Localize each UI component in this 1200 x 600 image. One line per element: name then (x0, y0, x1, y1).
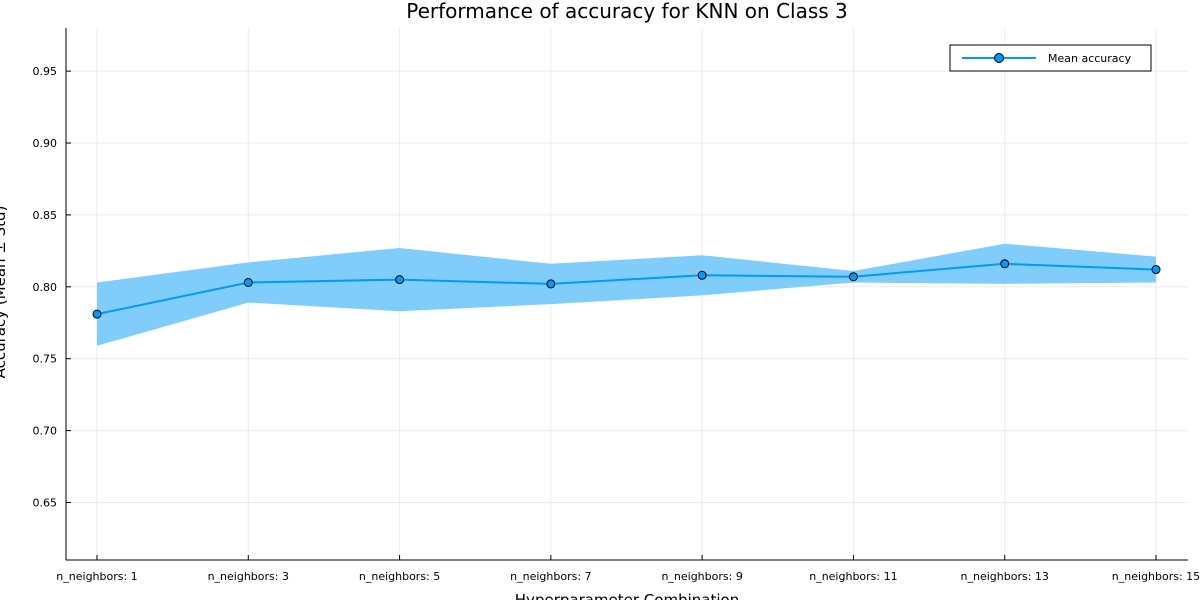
legend: Mean accuracy (949, 44, 1152, 72)
data-point (546, 279, 556, 289)
y-tick-label: 0.90 (33, 137, 58, 150)
data-point (848, 272, 858, 282)
y-axis-title: Accuracy (Mean ± Std) (0, 206, 9, 379)
axes (65, 28, 1188, 561)
x-tick-label: n_neighbors: 5 (359, 570, 440, 583)
x-ticks: n_neighbors: 1 n_neighbors: 3 n_neighbors:… (56, 555, 1200, 583)
y-ticks: 0.65 0.70 0.75 0.80 0.85 0.90 0.95 (33, 65, 71, 509)
legend-marker-swatch (994, 53, 1004, 63)
y-tick-label: 0.80 (33, 281, 58, 294)
series-line (96, 262, 1157, 316)
y-tick-label: 0.95 (33, 65, 58, 78)
y-tick-label: 0.70 (33, 425, 58, 438)
x-tick-label: n_neighbors: 15 (1112, 570, 1200, 583)
chart-title: Performance of accuracy for KNN on Class… (406, 0, 848, 23)
x-tick-label: n_neighbors: 11 (809, 570, 897, 583)
y-tick-label: 0.65 (33, 496, 58, 509)
x-tick-label: n_neighbors: 9 (661, 570, 742, 583)
series-layer (92, 259, 1161, 319)
x-tick-label: n_neighbors: 1 (56, 570, 137, 583)
data-point (1000, 259, 1010, 269)
std-band-layer (97, 243, 1156, 346)
x-tick-label: n_neighbors: 13 (961, 570, 1049, 583)
y-tick-label: 0.85 (33, 209, 58, 222)
data-point (92, 309, 102, 319)
std-band (97, 243, 1156, 346)
data-point (1151, 265, 1161, 275)
legend-label: Mean accuracy (1048, 52, 1132, 65)
x-tick-label: n_neighbors: 7 (510, 570, 591, 583)
data-point (243, 277, 253, 287)
data-point (697, 270, 707, 280)
x-axis-title: Hyperparameter Combination (515, 591, 739, 600)
y-tick-label: 0.75 (33, 353, 58, 366)
x-tick-label: n_neighbors: 3 (208, 570, 289, 583)
data-point (395, 275, 405, 285)
